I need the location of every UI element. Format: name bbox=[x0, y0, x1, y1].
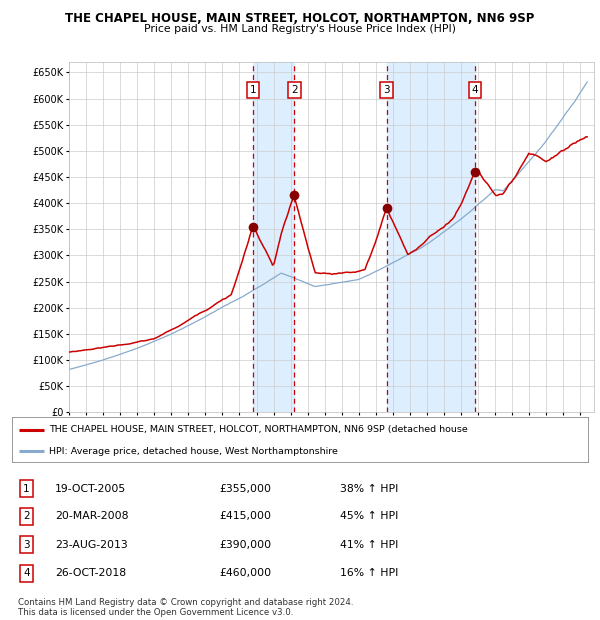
Text: HPI: Average price, detached house, West Northamptonshire: HPI: Average price, detached house, West… bbox=[49, 446, 338, 456]
Text: 1: 1 bbox=[250, 85, 256, 95]
Text: £390,000: £390,000 bbox=[220, 539, 271, 549]
Bar bbox=[387, 62, 475, 412]
Text: 41% ↑ HPI: 41% ↑ HPI bbox=[340, 539, 398, 549]
Text: 20-MAR-2008: 20-MAR-2008 bbox=[55, 512, 128, 521]
Text: £355,000: £355,000 bbox=[220, 484, 271, 494]
Text: THE CHAPEL HOUSE, MAIN STREET, HOLCOT, NORTHAMPTON, NN6 9SP: THE CHAPEL HOUSE, MAIN STREET, HOLCOT, N… bbox=[65, 12, 535, 25]
Text: 23-AUG-2013: 23-AUG-2013 bbox=[55, 539, 128, 549]
Text: THE CHAPEL HOUSE, MAIN STREET, HOLCOT, NORTHAMPTON, NN6 9SP (detached house: THE CHAPEL HOUSE, MAIN STREET, HOLCOT, N… bbox=[49, 425, 468, 434]
Text: £460,000: £460,000 bbox=[220, 569, 271, 578]
Text: 45% ↑ HPI: 45% ↑ HPI bbox=[340, 512, 398, 521]
Bar bbox=[253, 62, 295, 412]
Text: 1: 1 bbox=[23, 484, 30, 494]
Text: 2: 2 bbox=[291, 85, 298, 95]
Text: 19-OCT-2005: 19-OCT-2005 bbox=[55, 484, 127, 494]
Text: 4: 4 bbox=[23, 569, 30, 578]
Text: 4: 4 bbox=[472, 85, 478, 95]
Text: 38% ↑ HPI: 38% ↑ HPI bbox=[340, 484, 398, 494]
Text: 26-OCT-2018: 26-OCT-2018 bbox=[55, 569, 127, 578]
Text: Price paid vs. HM Land Registry's House Price Index (HPI): Price paid vs. HM Land Registry's House … bbox=[144, 24, 456, 34]
Text: 2: 2 bbox=[23, 512, 30, 521]
Text: 16% ↑ HPI: 16% ↑ HPI bbox=[340, 569, 398, 578]
Text: £415,000: £415,000 bbox=[220, 512, 271, 521]
Text: Contains HM Land Registry data © Crown copyright and database right 2024.
This d: Contains HM Land Registry data © Crown c… bbox=[18, 598, 353, 617]
Text: 3: 3 bbox=[383, 85, 390, 95]
Text: 3: 3 bbox=[23, 539, 30, 549]
